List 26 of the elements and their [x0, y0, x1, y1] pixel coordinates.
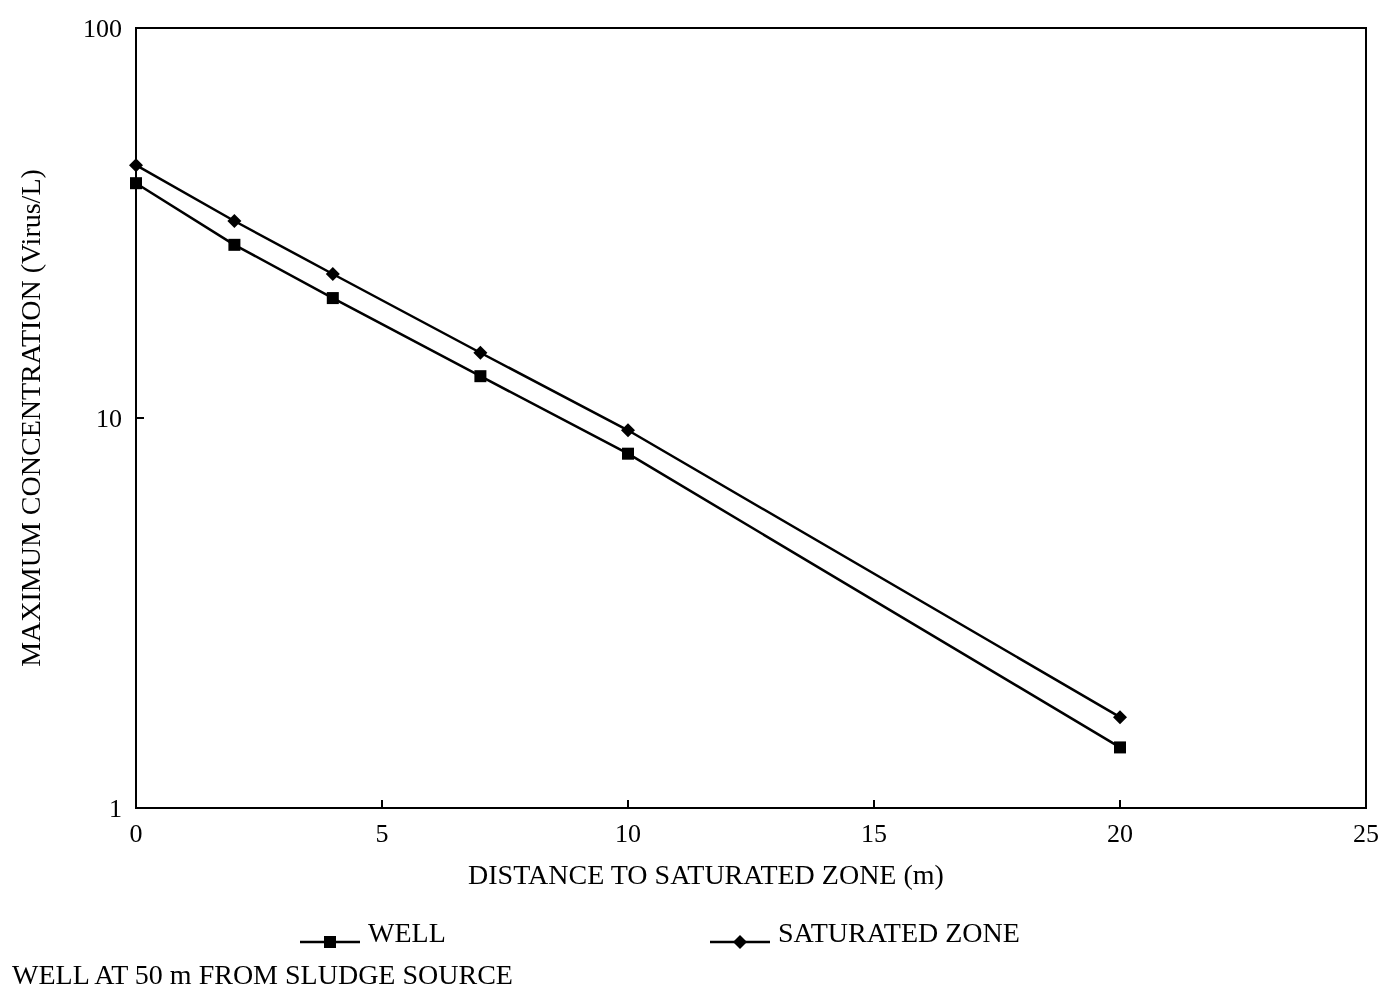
- point: [130, 177, 142, 190]
- y-tick-label: 10: [96, 404, 122, 433]
- text: WELL AT 50 m FROM SLUDGE SOURCE: [12, 959, 513, 990]
- point: [1113, 710, 1127, 725]
- legend-label: WELL: [368, 917, 446, 948]
- point: [621, 423, 635, 438]
- point: [474, 370, 487, 383]
- y-axis-title: MAXIMUM CONCENTRATION (Virus/L): [15, 169, 46, 667]
- y-tick-label: 1: [109, 794, 122, 823]
- x-tick-label: 5: [375, 819, 389, 848]
- x-tick-label: 25: [1353, 819, 1379, 848]
- x-axis-title: DISTANCE TO SATURATED ZONE (m): [468, 859, 944, 890]
- x-tick-label: 10: [615, 819, 641, 848]
- point: [1114, 741, 1126, 754]
- point: [228, 238, 241, 251]
- point: [227, 213, 242, 228]
- y-tick-label: 100: [83, 14, 122, 43]
- point: [473, 345, 488, 360]
- x-tick-label: 20: [1107, 819, 1133, 848]
- point: [325, 267, 340, 282]
- point: [129, 158, 143, 173]
- x-tick-label: 0: [129, 819, 143, 848]
- legend-label: SATURATED ZONE: [778, 917, 1020, 948]
- point: [622, 447, 634, 460]
- point: [326, 292, 339, 305]
- x-tick-label: 15: [861, 819, 887, 848]
